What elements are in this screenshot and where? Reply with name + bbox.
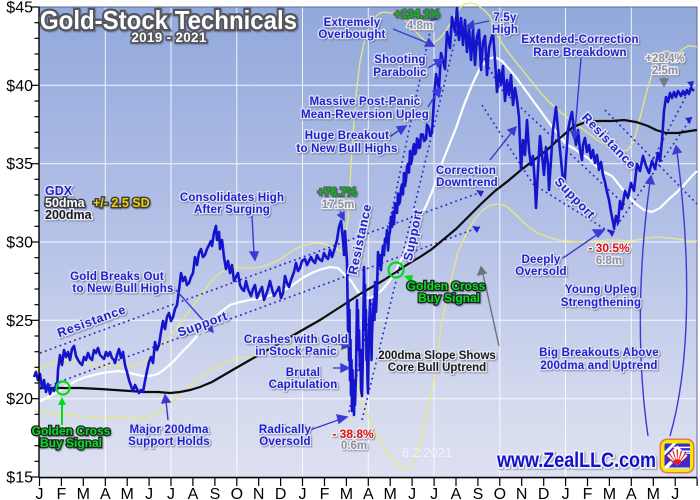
svg-text:F: F [57,486,67,500]
svg-text:A: A [100,486,111,500]
svg-text:F: F [320,486,330,500]
svg-text:Big Breakouts Above: Big Breakouts Above [539,347,659,359]
svg-text:Massive Post-Panic: Massive Post-Panic [310,96,421,108]
svg-text:Huge Breakout: Huge Breakout [305,130,389,142]
svg-text:Extremely: Extremely [324,17,381,29]
svg-text:in Stock Panic: in Stock Panic [255,346,337,358]
svg-text:D: D [538,486,550,500]
svg-text:Oversold: Oversold [515,266,566,278]
svg-text:J: J [408,486,416,500]
svg-text:J: J [167,486,175,500]
svg-text:GDX: GDX [45,184,73,198]
svg-text:Consolidates High: Consolidates High [180,192,284,204]
svg-text:- 30.5%: - 30.5% [588,241,630,255]
svg-text:M: M [121,486,134,500]
svg-text:A: A [626,486,637,500]
svg-text:Buy Signal: Buy Signal [40,436,102,450]
svg-text:J: J [36,486,44,500]
svg-text:Golden Cross: Golden Cross [407,279,486,293]
svg-text:Crashes with Gold: Crashes with Gold [244,334,348,346]
svg-text:7.5y: 7.5y [493,12,517,24]
svg-text:O: O [231,486,243,500]
svg-text:$40: $40 [6,78,33,95]
svg-text:+28.4%: +28.4% [645,53,684,65]
svg-text:J: J [671,486,679,500]
svg-text:M: M [384,486,397,500]
svg-text:www.ZealLLC.com: www.ZealLLC.com [496,449,656,472]
svg-text:6.2.2021: 6.2.2021 [402,445,453,460]
svg-text:M: M [647,486,660,500]
svg-text:Gold-Stock Technicals: Gold-Stock Technicals [40,5,297,35]
svg-text:Gold Breaks Out: Gold Breaks Out [70,271,164,283]
svg-text:$35: $35 [6,156,33,173]
svg-text:S: S [473,486,484,500]
svg-text:Brutal: Brutal [286,367,320,379]
svg-text:Mean-Reversion Upleg: Mean-Reversion Upleg [301,109,429,121]
svg-text:4.8m: 4.8m [407,20,433,32]
svg-text:6.8m: 6.8m [596,255,622,267]
svg-text:2019 - 2021: 2019 - 2021 [131,30,207,45]
svg-text:50dma: 50dma [45,196,86,210]
svg-text:J: J [430,486,438,500]
svg-text:N: N [516,486,528,500]
svg-text:M: M [603,486,616,500]
svg-text:to New Bull Highs: to New Bull Highs [72,283,173,295]
svg-text:After Surging: After Surging [194,204,270,216]
svg-text:M: M [340,486,353,500]
svg-text:A: A [188,486,199,500]
svg-text:$25: $25 [6,313,33,330]
svg-text:Golden Cross: Golden Cross [32,424,111,438]
svg-text:Radically: Radically [259,424,312,436]
svg-text:+/- 2.5 SD: +/- 2.5 SD [93,196,150,210]
svg-text:Extended-Correction: Extended-Correction [521,34,639,46]
svg-text:Correction: Correction [436,165,496,177]
svg-text:Major 200dma: Major 200dma [129,424,209,436]
svg-text:O: O [494,486,506,500]
svg-text:$30: $30 [6,235,33,252]
svg-text:D: D [275,486,287,500]
svg-text:Oversold: Oversold [259,436,310,448]
svg-text:to New Bull Highs: to New Bull Highs [296,143,397,155]
svg-text:High: High [492,24,518,36]
svg-text:0.6m: 0.6m [341,440,367,452]
svg-text:Parabolic: Parabolic [373,67,427,79]
svg-text:200dma and Uptrend: 200dma and Uptrend [540,360,657,372]
svg-text:Overbought: Overbought [318,29,385,41]
svg-text:200dma Slope Shows: 200dma Slope Shows [378,350,496,362]
svg-text:$15: $15 [6,470,33,487]
svg-text:+134.1%: +134.1% [394,9,440,21]
svg-text:Support Holds: Support Holds [128,436,210,448]
svg-text:Downtrend: Downtrend [436,177,498,189]
svg-text:J: J [145,486,153,500]
svg-text:Core Bull Uptrend: Core Bull Uptrend [388,362,486,374]
svg-text:Deeply: Deeply [522,254,561,266]
svg-text:J: J [299,486,307,500]
svg-text:S: S [210,486,221,500]
svg-text:17.5m: 17.5m [322,199,355,211]
svg-text:F: F [583,486,593,500]
svg-text:J: J [562,486,570,500]
svg-text:Young Upleg: Young Upleg [565,284,637,296]
svg-text:A: A [363,486,374,500]
svg-text:$45: $45 [6,0,33,17]
svg-text:Capitulation: Capitulation [269,379,338,391]
svg-text:N: N [253,486,265,500]
svg-text:$20: $20 [6,391,33,408]
svg-text:2.5m: 2.5m [652,65,678,77]
svg-text:Rare Breakdown: Rare Breakdown [533,47,627,59]
svg-text:- 38.8%: - 38.8% [332,427,374,441]
svg-text:200dma: 200dma [45,208,93,222]
svg-text:Shooting: Shooting [374,54,425,66]
svg-text:M: M [77,486,90,500]
svg-text:A: A [451,486,462,500]
svg-text:+76.7%: +76.7% [317,187,356,199]
svg-text:Strengthening: Strengthening [561,297,642,309]
svg-text:Buy Signal: Buy Signal [418,291,480,305]
